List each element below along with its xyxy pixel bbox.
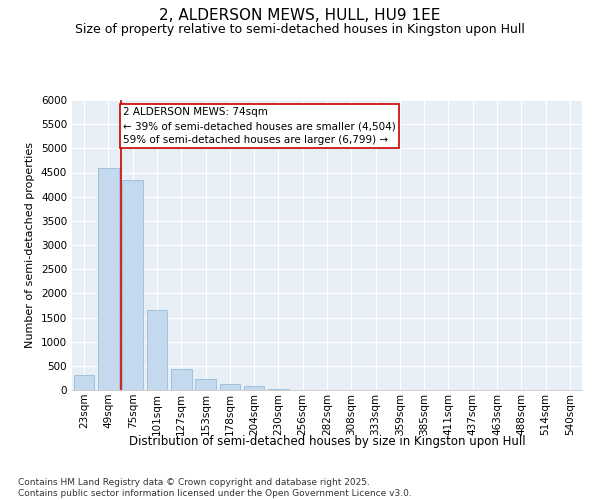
Bar xyxy=(74,374,94,390)
Bar xyxy=(171,369,191,390)
Text: Size of property relative to semi-detached houses in Kingston upon Hull: Size of property relative to semi-detach… xyxy=(75,22,525,36)
Bar xyxy=(195,380,216,390)
Text: Distribution of semi-detached houses by size in Kingston upon Hull: Distribution of semi-detached houses by … xyxy=(128,435,526,448)
Bar xyxy=(98,168,119,390)
Bar xyxy=(244,386,265,390)
Text: 2 ALDERSON MEWS: 74sqm
← 39% of semi-detached houses are smaller (4,504)
59% of : 2 ALDERSON MEWS: 74sqm ← 39% of semi-det… xyxy=(123,108,396,146)
Text: 2, ALDERSON MEWS, HULL, HU9 1EE: 2, ALDERSON MEWS, HULL, HU9 1EE xyxy=(160,8,440,22)
Bar xyxy=(268,388,289,390)
Bar xyxy=(122,180,143,390)
Bar xyxy=(220,384,240,390)
Text: Contains HM Land Registry data © Crown copyright and database right 2025.
Contai: Contains HM Land Registry data © Crown c… xyxy=(18,478,412,498)
Bar xyxy=(146,310,167,390)
Y-axis label: Number of semi-detached properties: Number of semi-detached properties xyxy=(25,142,35,348)
